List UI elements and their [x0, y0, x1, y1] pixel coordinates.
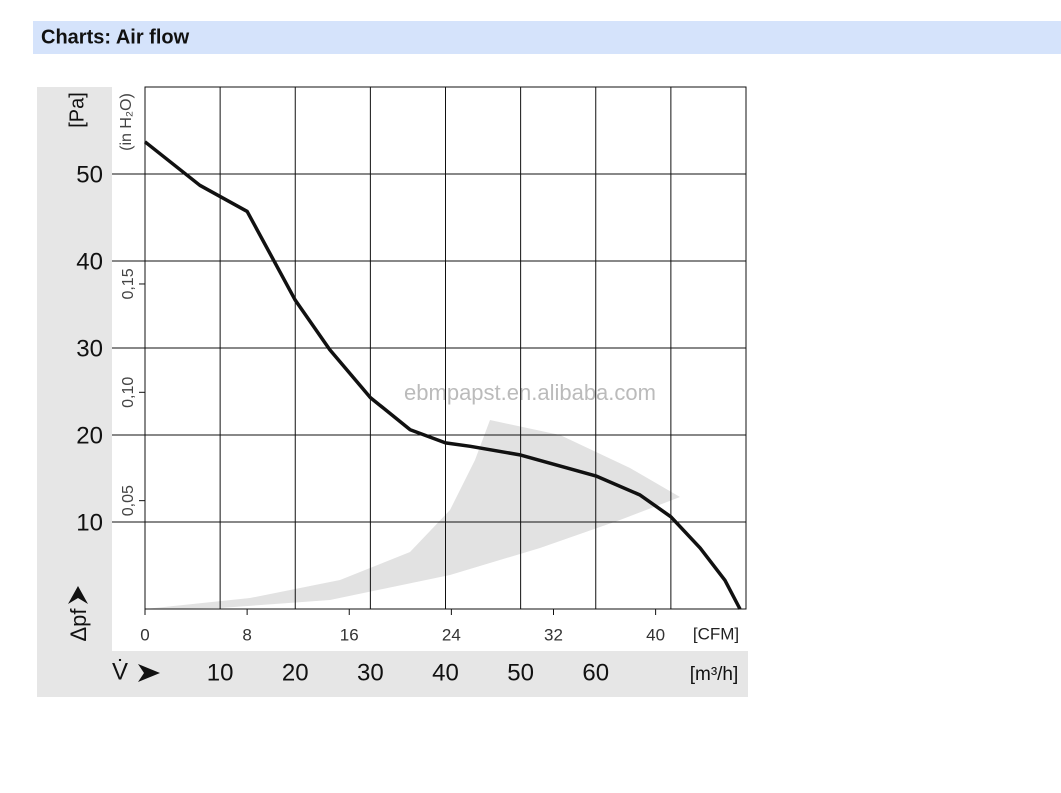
curve [143, 140, 742, 610]
y-tick-label: 50 [76, 161, 103, 188]
y2-unit: (in H₂O) [118, 93, 135, 151]
x-tick-label: 40 [432, 659, 459, 686]
y-tick-label: 20 [76, 422, 103, 449]
y2-tick-label: 0,10 [120, 377, 137, 408]
x2-tick-label: 16 [340, 625, 359, 644]
y-tick-label: 10 [76, 509, 103, 536]
y-tick-label: 40 [76, 248, 103, 275]
y-arrow [68, 586, 88, 604]
y-tick-label: 30 [76, 335, 103, 362]
x-unit: [m³/h] [690, 664, 739, 685]
y2-tick-label: 0,05 [120, 485, 137, 516]
y-label: Δpf [66, 608, 91, 642]
x2-tick-label: 0 [140, 625, 149, 644]
operating-range [145, 420, 680, 609]
x-tick-label: 50 [507, 659, 534, 686]
x2-tick-label: 8 [242, 625, 251, 644]
x-label: V̇ [112, 658, 128, 686]
header-title: Charts: Air flow [41, 26, 190, 48]
x2-tick-label: 40 [646, 625, 665, 644]
watermark: ebmpapst.en.alibaba.com [404, 380, 656, 405]
x-tick-label: 30 [357, 659, 384, 686]
x-tick-label: 60 [582, 659, 609, 686]
x-tick-label: 20 [282, 659, 309, 686]
x2-tick-label: 32 [544, 625, 563, 644]
x-tick-label: 10 [207, 659, 234, 686]
y2-tick-label: 0,15 [120, 268, 137, 299]
x-arrow [138, 664, 160, 682]
x2-tick-label: 24 [442, 625, 461, 644]
x2-unit: [CFM] [693, 624, 739, 643]
header-bar [33, 21, 1061, 54]
y-unit: [Pa] [66, 92, 88, 128]
